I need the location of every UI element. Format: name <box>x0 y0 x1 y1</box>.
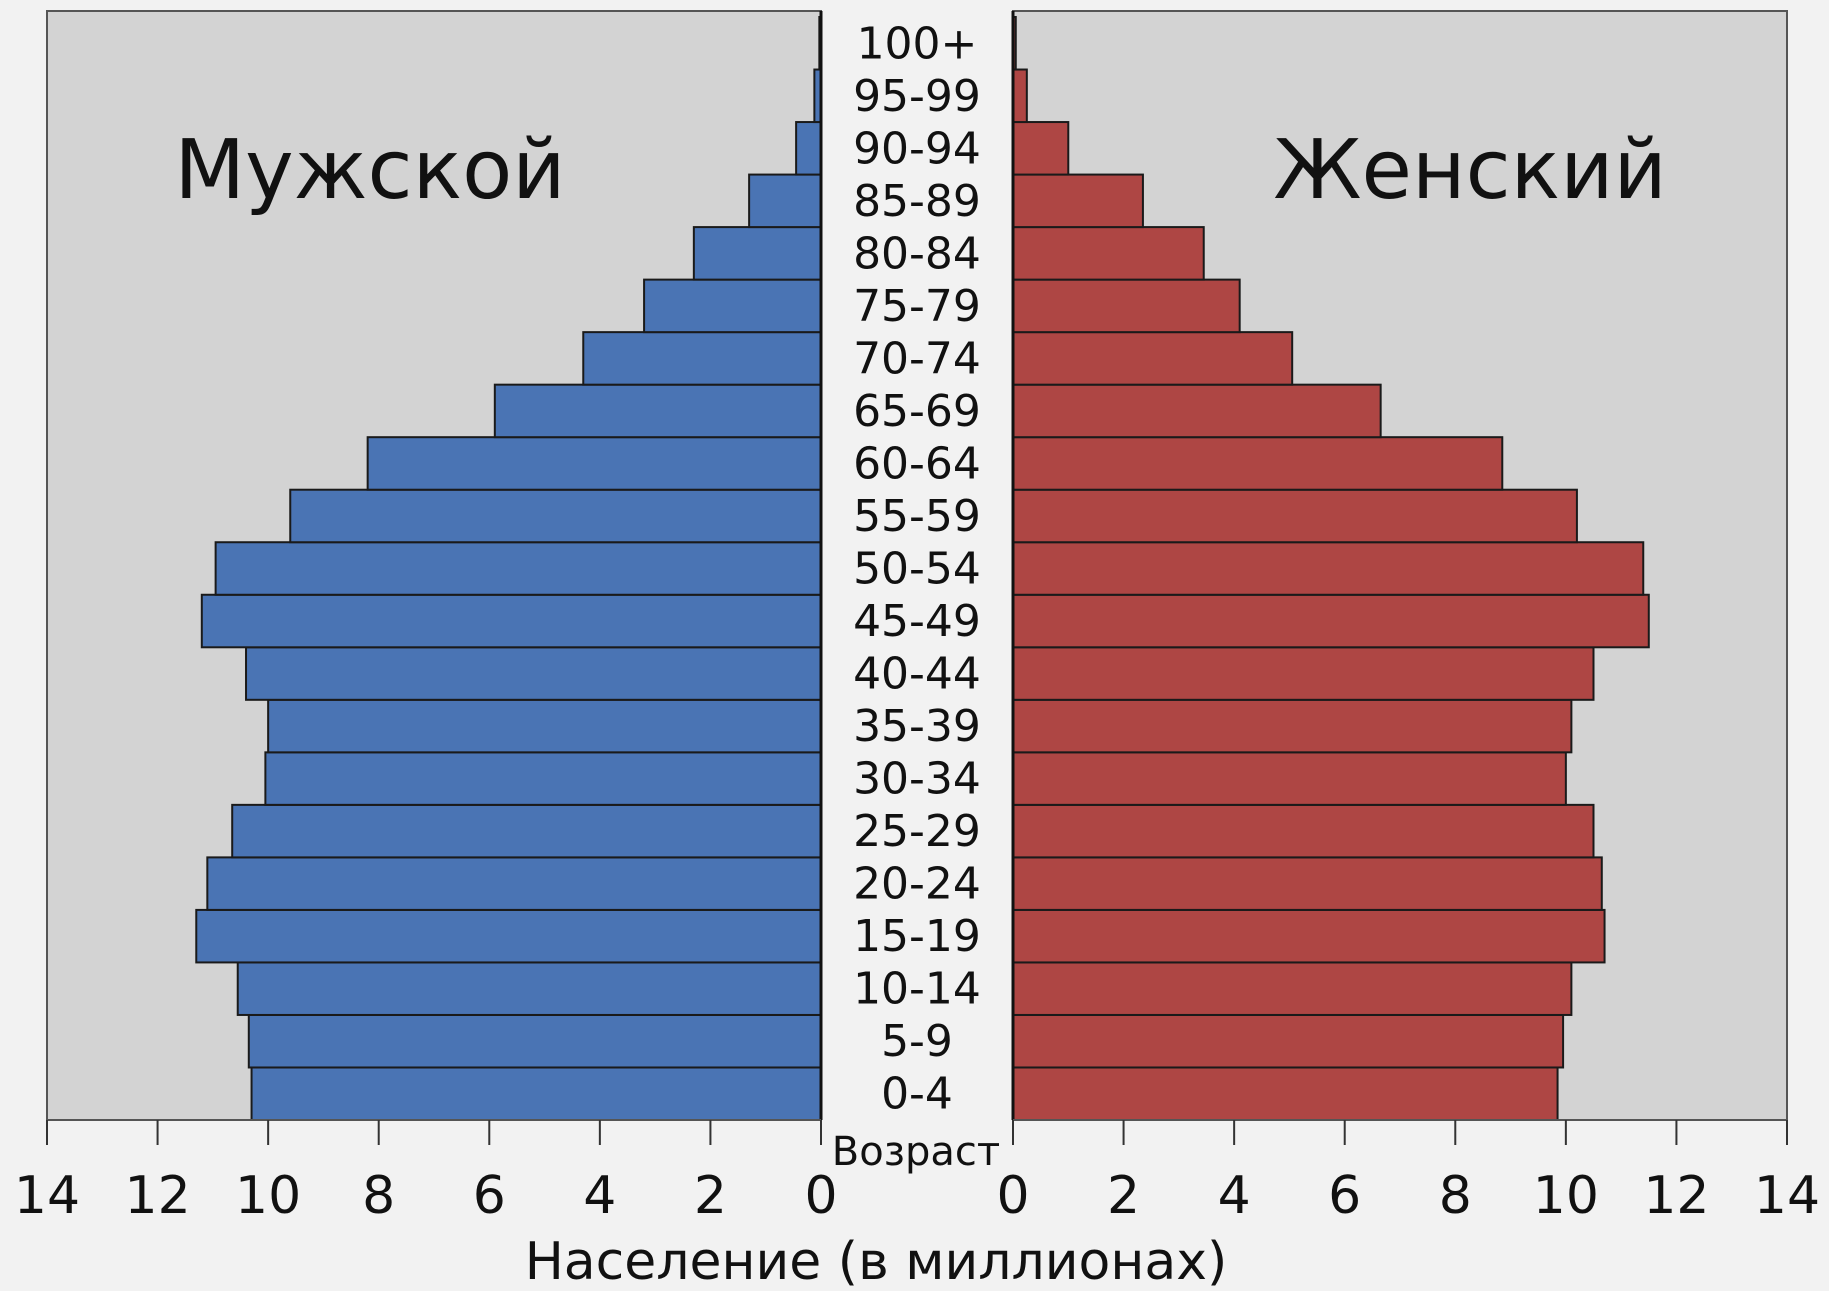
age-label-60-64: 60-64 <box>853 438 981 489</box>
female-bar-5-9 <box>1012 1013 1565 1069</box>
age-label-45-49: 45-49 <box>853 596 981 647</box>
female-bar-95-99 <box>1012 68 1028 124</box>
right-x-tick-label-0: 0 <box>996 1166 1029 1226</box>
age-label-35-39: 35-39 <box>853 701 981 752</box>
female-bar-20-24 <box>1012 856 1603 911</box>
age-labels: 0-45-910-1415-1920-2425-2930-3435-3940-4… <box>853 18 981 1119</box>
age-label-25-29: 25-29 <box>853 806 981 857</box>
age-axis-title: Возраст <box>832 1129 1000 1175</box>
male-bar-0-4 <box>250 1066 823 1122</box>
female-bar-85-89 <box>1012 173 1144 229</box>
age-label-30-34: 30-34 <box>853 754 981 805</box>
left-panel-title: Мужской <box>174 123 565 218</box>
right-x-tick-label-10: 10 <box>1533 1166 1599 1226</box>
age-label-0-4: 0-4 <box>881 1069 953 1120</box>
male-bar-65-69 <box>493 383 822 439</box>
age-label-65-69: 65-69 <box>853 386 981 437</box>
right-x-tick-label-14: 14 <box>1754 1166 1820 1226</box>
right-x-tick-label-8: 8 <box>1439 1166 1472 1226</box>
right-x-tick-label-6: 6 <box>1328 1166 1361 1226</box>
left-x-tick-label-2: 2 <box>694 1166 727 1226</box>
female-bar-75-79 <box>1012 278 1241 334</box>
male-bar-35-39 <box>267 698 822 754</box>
male-bar-40-44 <box>245 646 822 701</box>
female-bar-70-74 <box>1012 331 1294 386</box>
female-bar-30-34 <box>1012 751 1567 806</box>
female-bar-90-94 <box>1012 121 1070 176</box>
female-bar-15-19 <box>1012 908 1606 964</box>
age-label-20-24: 20-24 <box>853 859 981 910</box>
right-x-ticks: 0 2 4 6 8 10 12 14 <box>996 1120 1820 1226</box>
age-label-10-14: 10-14 <box>853 964 981 1015</box>
female-bar-65-69 <box>1012 383 1382 439</box>
age-label-5-9: 5-9 <box>881 1016 953 1067</box>
male-bar-15-19 <box>195 908 822 964</box>
age-label-55-59: 55-59 <box>853 491 981 542</box>
male-bar-45-49 <box>200 593 823 649</box>
age-label-80-84: 80-84 <box>853 228 981 279</box>
left-x-tick-label-10: 10 <box>235 1166 301 1226</box>
age-label-100plus: 100+ <box>857 18 978 69</box>
male-bar-75-79 <box>643 278 822 334</box>
left-x-tick-label-14: 14 <box>14 1166 80 1226</box>
right-panel-title: Женский <box>1273 123 1667 218</box>
female-bar-10-14 <box>1012 961 1573 1016</box>
male-bars <box>195 16 823 1122</box>
male-bar-5-9 <box>247 1013 823 1069</box>
male-bar-25-29 <box>231 803 822 859</box>
male-bar-90-94 <box>795 121 822 176</box>
age-label-90-94: 90-94 <box>853 123 981 174</box>
female-bar-60-64 <box>1012 436 1504 491</box>
left-x-tick-label-8: 8 <box>362 1166 395 1226</box>
right-x-tick-label-2: 2 <box>1107 1166 1140 1226</box>
female-bar-0-4 <box>1012 1066 1559 1122</box>
female-bar-35-39 <box>1012 698 1573 754</box>
male-bar-50-54 <box>214 541 823 596</box>
age-label-15-19: 15-19 <box>853 911 981 962</box>
female-bar-80-84 <box>1012 226 1205 281</box>
left-x-tick-label-4: 4 <box>583 1166 616 1226</box>
female-bar-45-49 <box>1012 593 1650 649</box>
male-bar-85-89 <box>748 173 823 229</box>
male-bar-30-34 <box>264 751 822 806</box>
x-axis-title: Население (в миллионах) <box>525 1232 1228 1291</box>
age-label-95-99: 95-99 <box>853 71 981 122</box>
left-x-ticks: 0 2 4 6 8 10 12 14 <box>14 1120 838 1226</box>
right-x-tick-label-12: 12 <box>1643 1166 1709 1226</box>
male-bar-10-14 <box>236 961 822 1016</box>
female-bars <box>1012 16 1650 1122</box>
age-label-70-74: 70-74 <box>853 333 981 384</box>
female-bar-50-54 <box>1012 541 1645 596</box>
age-label-75-79: 75-79 <box>853 281 981 332</box>
right-x-tick-label-4: 4 <box>1218 1166 1251 1226</box>
left-x-tick-label-12: 12 <box>124 1166 190 1226</box>
male-bar-70-74 <box>582 331 822 386</box>
age-label-85-89: 85-89 <box>853 176 981 227</box>
left-x-tick-label-0: 0 <box>804 1166 837 1226</box>
age-label-40-44: 40-44 <box>853 649 981 700</box>
female-bar-55-59 <box>1012 488 1578 544</box>
age-label-50-54: 50-54 <box>853 544 981 595</box>
left-x-tick-label-6: 6 <box>473 1166 506 1226</box>
female-bar-25-29 <box>1012 803 1595 859</box>
male-bar-80-84 <box>692 226 822 281</box>
female-bar-40-44 <box>1012 646 1595 701</box>
male-bar-20-24 <box>206 856 823 911</box>
male-bar-55-59 <box>289 488 822 544</box>
male-bar-60-64 <box>366 436 822 491</box>
